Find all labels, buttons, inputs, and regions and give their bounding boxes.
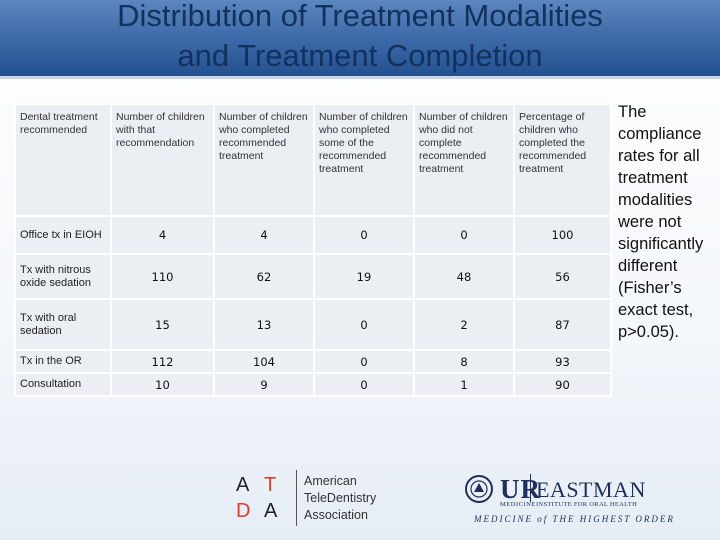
table-cell: 87 [513,298,612,351]
atda-letter: T [264,474,277,496]
table-cell: 48 [413,253,515,300]
tagline: MEDICINE of THE HIGHEST ORDER [474,514,675,524]
slide-title-line: and Treatment Completion [177,38,543,73]
table-cell: 8 [413,349,515,374]
eastman-wordmark: EASTMAN [536,477,646,502]
table-cell: 4 [110,215,215,255]
table-cell: 10 [110,372,215,397]
column-header: Number of children who completed some of… [313,103,415,217]
compliance-note: The compliance rates for all treatment m… [618,101,720,343]
table-cell: 93 [513,349,612,374]
note-line: p>0.05). [618,323,680,341]
table-row: Office tx in EIOH 4 4 0 0 100 [14,215,612,255]
note-line: were not [618,213,682,231]
table-cell: 19 [313,253,415,300]
row-label: Office tx in EIOH [14,215,112,255]
atda-name-line: American [304,474,357,488]
table-cell: 0 [413,215,515,255]
row-label: Tx with oral sedation [14,298,112,351]
note-line: compliance [618,125,702,143]
column-header: Dental treatment recommended [14,103,112,217]
treatment-table: Dental treatment recommended Number of c… [14,103,612,397]
table-header-row: Dental treatment recommended Number of c… [14,103,612,217]
table-cell: 0 [313,298,415,351]
table-row: Tx with oral sedation 15 13 0 2 87 [14,298,612,351]
note-line: (Fisher’s [618,279,682,297]
atda-logo-name: American TeleDentistry Association [304,473,376,524]
table-cell: 100 [513,215,612,255]
eastman-sub-label: INSTITUTE FOR ORAL HEALTH [536,501,638,508]
logo-divider [296,470,297,526]
note-line: treatment [618,169,688,187]
atda-name-line: Association [304,508,368,522]
table-cell: 13 [213,298,315,351]
row-label: Tx with nitrous oxide sedation [14,253,112,300]
note-line: exact test, [618,301,694,319]
treatment-table-container: Dental treatment recommended Number of c… [14,103,612,397]
table-cell: 2 [413,298,515,351]
atda-letter: D [236,500,251,522]
table-cell: 0 [313,215,415,255]
atda-name-line: TeleDentistry [304,491,377,505]
column-header: Number of children who completed recomme… [213,103,315,217]
table-cell: 62 [213,253,315,300]
note-line: modalities [618,191,693,209]
note-line: significantly [618,235,704,253]
note-line: rates for all [618,147,700,165]
ur-wordmark: UR [500,474,541,504]
slide-title: Distribution of Treatment Modalities and… [0,0,720,76]
row-label: Tx in the OR [14,349,112,374]
note-line: different [618,257,678,275]
table-cell: 1 [413,372,515,397]
table-row: Tx in the OR 112 104 0 8 93 [14,349,612,374]
table-cell: 56 [513,253,612,300]
column-header: Percentage of children who completed the… [513,103,612,217]
atda-logo-mark: A T D A [222,468,292,528]
atda-letter: A [264,500,278,522]
table-cell: 0 [313,349,415,374]
atda-letter: A [236,474,250,496]
column-header: Number of children who did not complete … [413,103,515,217]
table-cell: 112 [110,349,215,374]
note-line: The [618,103,647,121]
table-cell: 104 [213,349,315,374]
title-bar [0,0,720,79]
table-cell: 4 [213,215,315,255]
ur-seal-icon [465,475,493,503]
slide-title-line: Distribution of Treatment Modalities [117,0,603,33]
row-label: Consultation [14,372,112,397]
table-row: Tx with nitrous oxide sedation 110 62 19… [14,253,612,300]
column-header: Number of children with that recommendat… [110,103,215,217]
table-cell: 0 [313,372,415,397]
ur-sub-label: MEDICINE [500,501,536,508]
table-cell: 90 [513,372,612,397]
table-cell: 15 [110,298,215,351]
logo-divider [530,474,531,502]
table-cell: 9 [213,372,315,397]
table-row: Consultation 10 9 0 1 90 [14,372,612,397]
table-cell: 110 [110,253,215,300]
